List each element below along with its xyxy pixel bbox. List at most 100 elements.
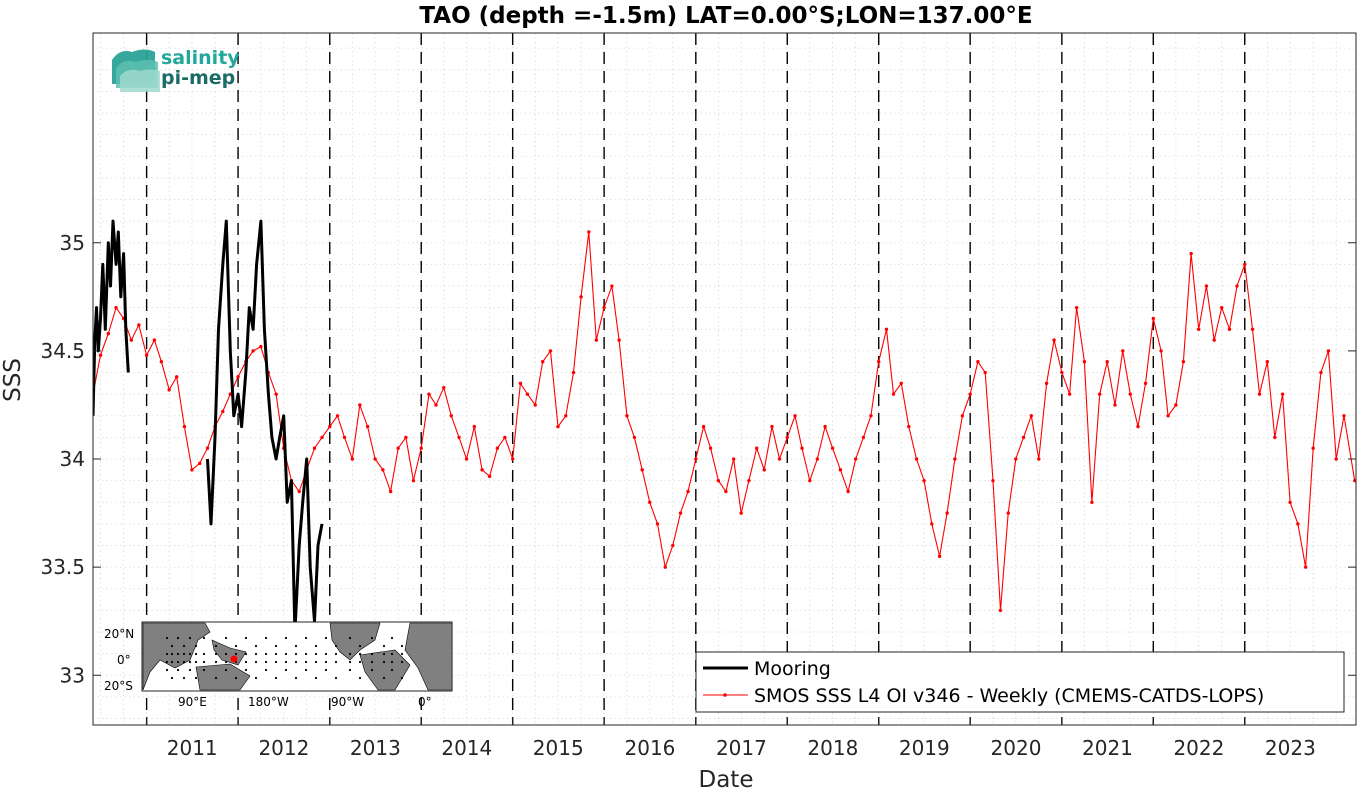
buoy-dot (234, 676, 238, 680)
x-tick-label: 2015 (533, 736, 584, 760)
chart-legend: Mooring SMOS SSS L4 OI v346 - Weekly (CM… (695, 651, 1345, 713)
data-point-smos (968, 392, 972, 396)
buoy-dot (182, 660, 186, 664)
x-tick-label: 2022 (1173, 736, 1224, 760)
data-point-smos (1273, 435, 1277, 440)
buoy-dot (188, 668, 192, 672)
buoy-dot (254, 676, 258, 680)
data-point-smos (793, 414, 797, 418)
buoy-dot (314, 644, 318, 648)
x-tick-label: 2012 (258, 736, 309, 760)
buoy-dot (264, 636, 268, 640)
buoy-dot (194, 676, 198, 680)
data-point-smos (159, 360, 164, 364)
data-point-smos (1105, 360, 1109, 364)
data-point-smos (632, 435, 637, 440)
buoy-dot (224, 660, 228, 664)
data-point-smos (617, 338, 621, 342)
buoy-dot (284, 652, 288, 656)
data-point-smos (1052, 338, 1056, 342)
data-point-smos (312, 446, 317, 450)
x-tick-label: 2017 (716, 736, 767, 760)
y-axis-label: SSS (0, 358, 26, 402)
logo-text-salinity: salinity (161, 47, 240, 69)
data-point-smos (1014, 457, 1018, 461)
data-point-smos (510, 457, 515, 461)
buoy-dot (274, 652, 278, 656)
x-axis-label: Date (699, 767, 754, 790)
buoy-dot (170, 676, 174, 680)
data-point-smos (1250, 327, 1255, 331)
buoy-dot (176, 660, 180, 664)
buoy-dot (284, 668, 288, 672)
data-point-smos (167, 388, 171, 392)
buoy-dot (234, 652, 238, 656)
data-point-smos (648, 500, 652, 504)
data-point-smos (503, 435, 507, 440)
buoy-dot (188, 652, 192, 656)
data-point-smos (404, 435, 408, 440)
data-point-smos (533, 403, 537, 407)
buoy-dot (188, 636, 192, 640)
x-tick-label: 2011 (167, 736, 218, 760)
buoy-dot (254, 644, 258, 648)
plot-area (93, 33, 1356, 725)
buoy-dot (182, 652, 186, 656)
data-point-smos (335, 414, 340, 418)
data-point-smos (1303, 565, 1308, 569)
data-point-smos (1044, 381, 1049, 386)
buoy-dot (254, 660, 258, 664)
x-tick-label: 2018 (807, 736, 858, 760)
data-point-smos (625, 414, 629, 418)
data-point-smos (297, 489, 301, 494)
data-point-smos (1121, 349, 1125, 353)
plot-frame (92, 32, 1357, 726)
x-tick-label: 2014 (441, 736, 492, 760)
data-point-smos (1074, 305, 1079, 310)
buoy-dot (234, 644, 238, 648)
data-point-smos (891, 392, 896, 396)
buoy-dot (324, 668, 328, 672)
data-point-smos (694, 457, 698, 461)
buoy-dot (244, 660, 248, 664)
data-point-smos (541, 360, 545, 364)
buoy-dot (348, 660, 352, 664)
data-point-smos (144, 353, 149, 357)
data-point-smos (754, 446, 759, 450)
data-point-smos (434, 403, 438, 407)
data-point-smos (708, 446, 713, 450)
data-point-smos (1319, 370, 1323, 375)
buoy-dot (165, 636, 169, 640)
buoy-dot (188, 660, 192, 664)
data-point-smos (480, 468, 484, 472)
y-axis-ticks: 33 33.5 34 34.5 35 (40, 231, 1356, 687)
buoy-dot (176, 652, 180, 656)
data-point-smos (884, 327, 889, 331)
data-point-smos (739, 511, 743, 515)
series-layer (93, 219, 1356, 634)
buoy-dot (294, 676, 298, 680)
buoy-dot (254, 652, 258, 656)
grid-lines (93, 33, 1356, 725)
data-point-smos (1334, 457, 1338, 461)
data-point-smos (724, 489, 728, 494)
data-point-smos (1243, 262, 1247, 267)
data-point-smos (983, 370, 987, 375)
data-point-smos (442, 385, 446, 390)
buoy-dot (294, 660, 298, 664)
data-point-smos (320, 435, 324, 440)
y-tick-label: 33.5 (40, 555, 85, 579)
series-line-smos (93, 231, 1356, 611)
data-point-smos (1196, 327, 1201, 331)
data-point-smos (274, 392, 278, 396)
data-point-smos (152, 338, 157, 342)
data-point-smos (869, 414, 873, 418)
buoy-dot (390, 660, 394, 664)
buoy-dot (370, 660, 374, 664)
data-point-smos (556, 424, 560, 429)
data-point-smos (1060, 370, 1064, 375)
buoy-dot (314, 676, 318, 680)
x-tick-label: 2023 (1265, 736, 1316, 760)
buoy-dot (170, 644, 174, 648)
data-point-smos (838, 468, 843, 472)
